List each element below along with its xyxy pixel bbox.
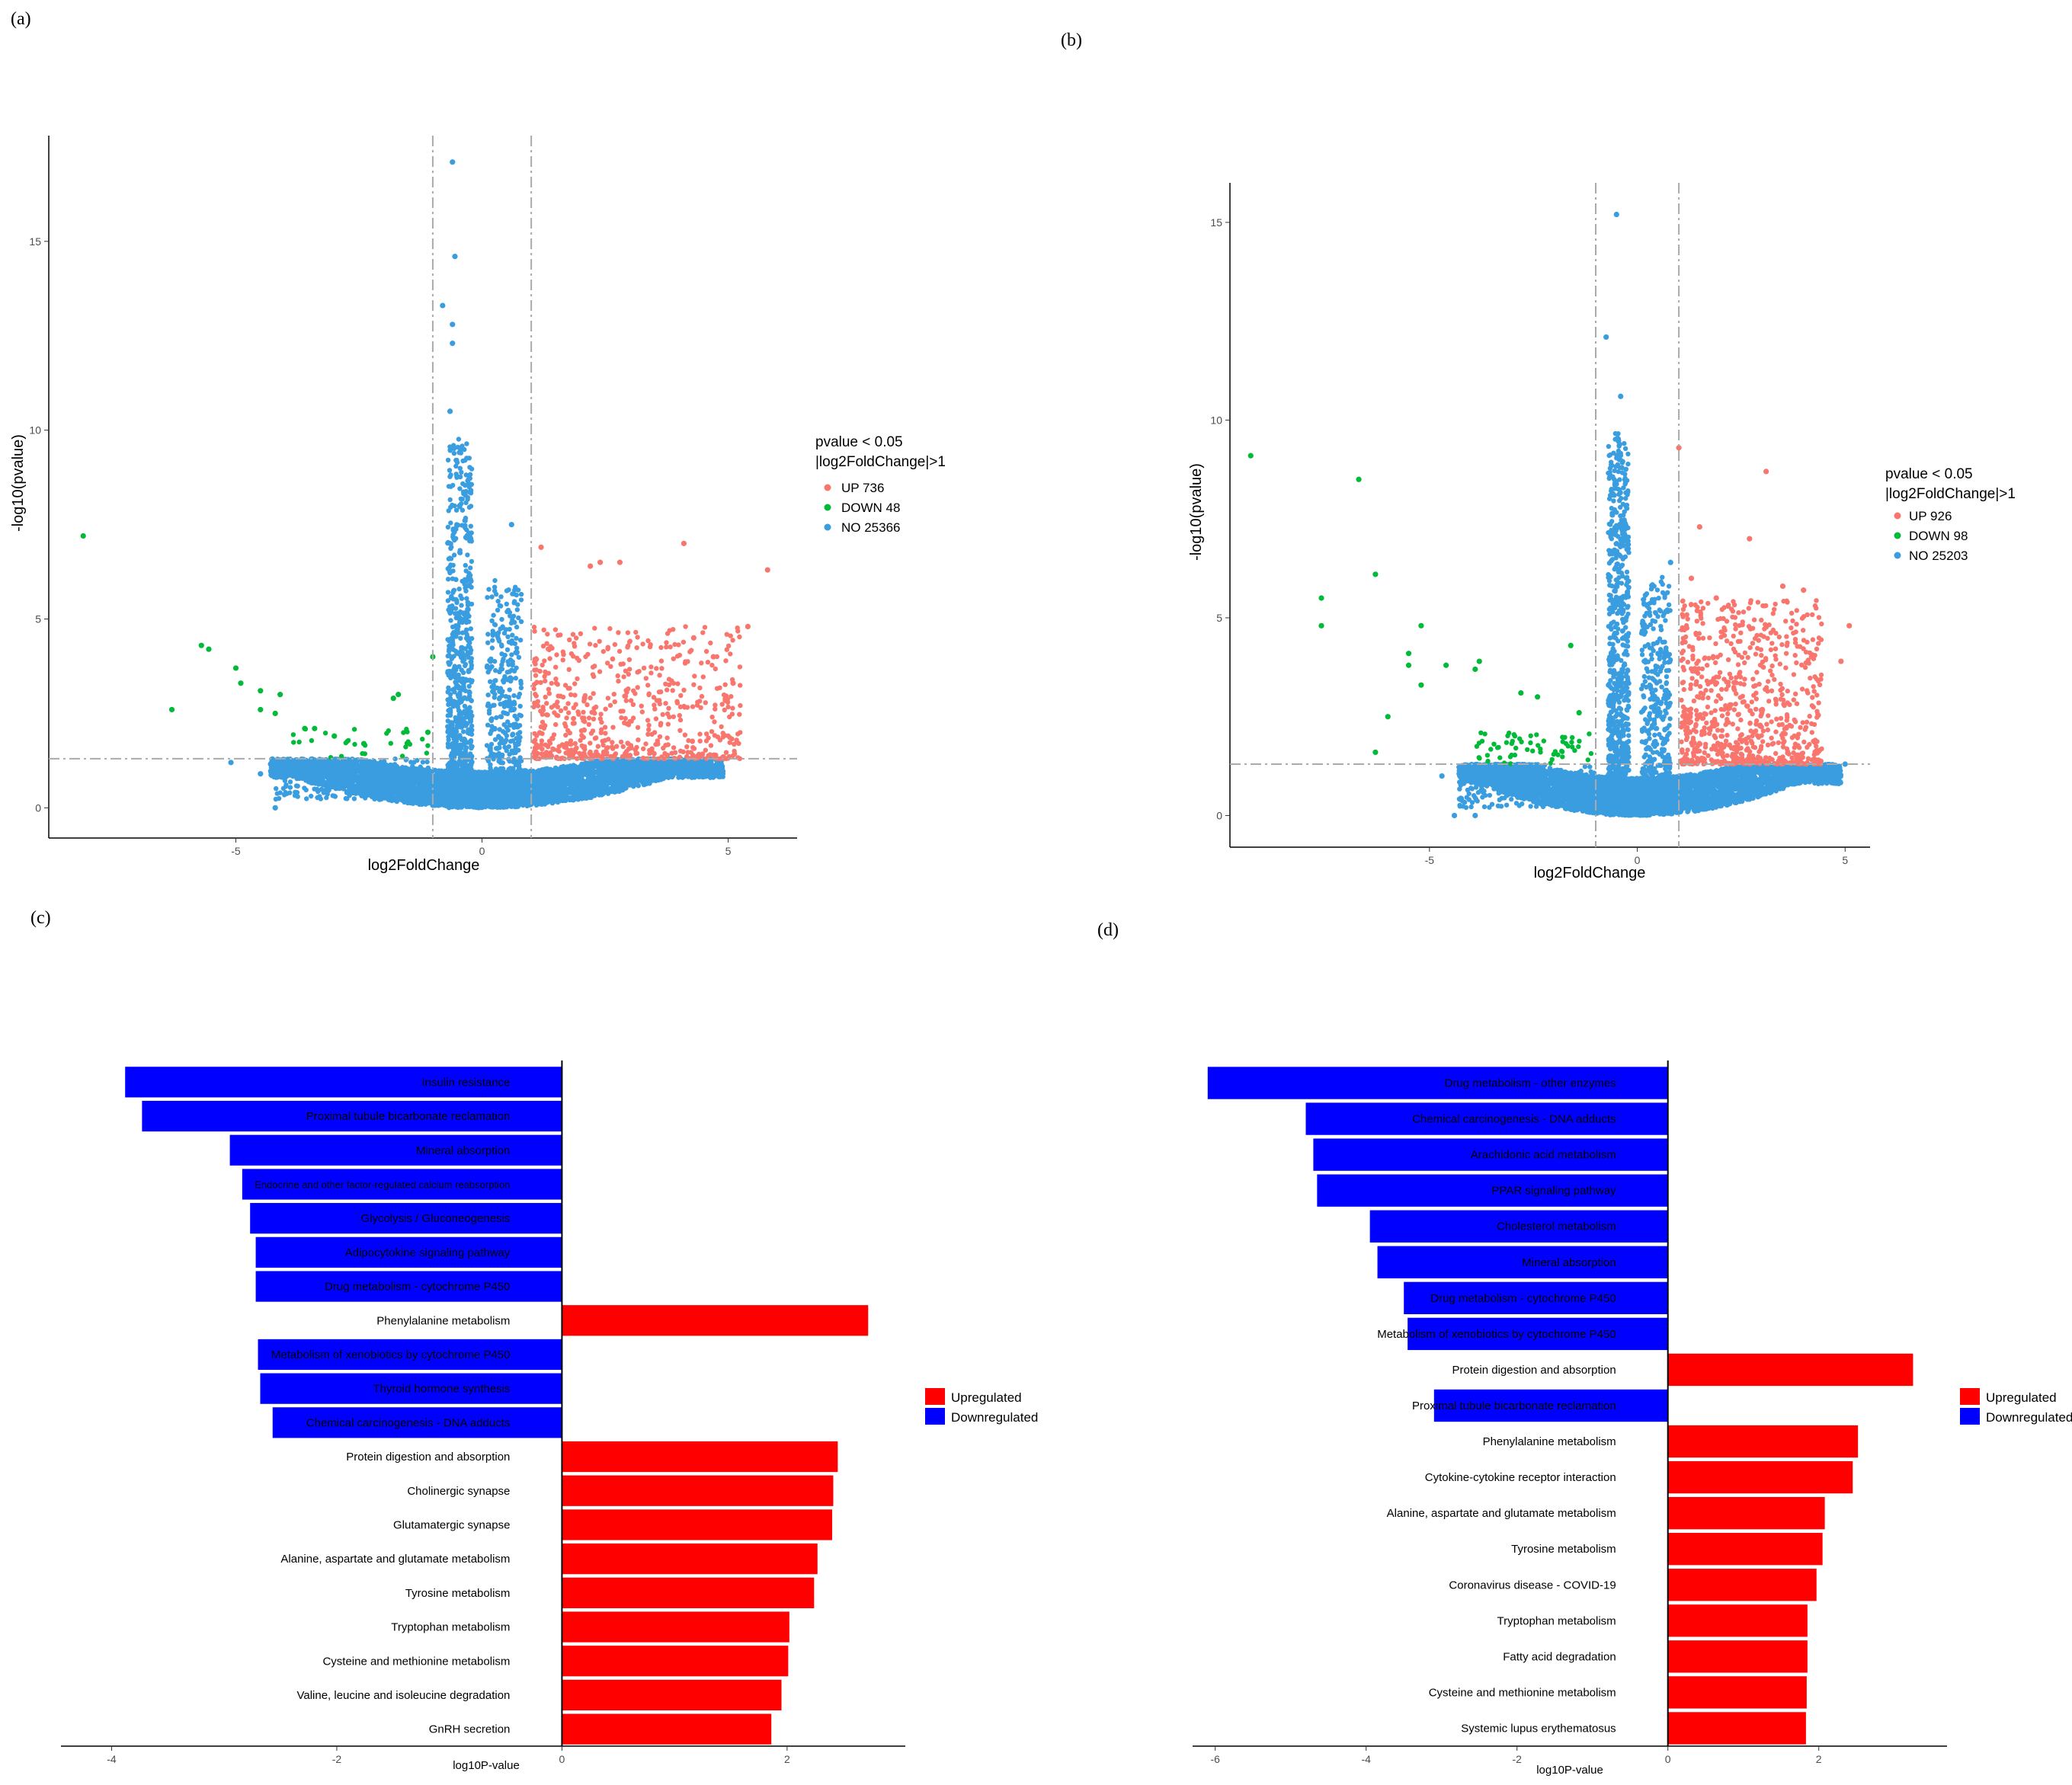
point-no xyxy=(593,780,598,785)
panel-letter-c: (c) xyxy=(30,908,51,928)
point-no xyxy=(546,770,552,776)
legend-title-line-2: |log2FoldChange|>1 xyxy=(815,454,946,470)
x-axis-title: log2FoldChange xyxy=(368,857,480,874)
point-no xyxy=(571,798,576,803)
point-no xyxy=(582,792,588,798)
point-no xyxy=(479,805,484,811)
point-no xyxy=(631,781,636,786)
point-no xyxy=(578,767,583,773)
data-points xyxy=(80,159,770,811)
point-no xyxy=(626,766,632,771)
y-tick-label: 15 xyxy=(29,235,41,248)
panel-letter-b: (b) xyxy=(1061,30,1082,50)
legend-title-line-1: pvalue < 0.05 xyxy=(815,434,903,450)
point-no xyxy=(597,776,603,782)
point-no xyxy=(533,798,539,804)
point-no xyxy=(416,784,421,790)
point-no xyxy=(587,795,592,801)
point-no xyxy=(418,798,424,804)
panel-letter-d: (d) xyxy=(1097,920,1119,940)
volcano-plot-a: log2FoldChange -log10(pvalue) pvalue < 0… xyxy=(10,136,946,874)
point-no xyxy=(568,769,574,774)
point-no xyxy=(712,763,717,769)
point-no xyxy=(587,772,593,777)
point-no xyxy=(658,763,664,768)
x-tick-label: 5 xyxy=(725,845,732,857)
y-tick-label: 10 xyxy=(29,424,41,437)
point-no xyxy=(551,773,556,778)
legend-entry-down: DOWN 48 xyxy=(841,501,900,515)
y-tick-label: 0 xyxy=(35,801,41,814)
point-no xyxy=(576,789,581,795)
point-no xyxy=(553,768,559,773)
point-no xyxy=(697,774,702,779)
point-no xyxy=(560,764,565,769)
legend-entry-no: NO 25366 xyxy=(841,520,901,535)
legend-entry-up: UP 736 xyxy=(841,481,884,495)
point-no xyxy=(600,791,606,797)
panel-letter-a: (a) xyxy=(11,9,31,29)
point-no xyxy=(603,764,609,769)
point-no xyxy=(410,799,415,805)
point-no xyxy=(691,768,697,774)
y-axis-title: -log10(pvalue) xyxy=(10,434,27,532)
x-tick-label: -5 xyxy=(231,845,241,857)
point-no xyxy=(550,795,556,801)
point-no xyxy=(579,796,584,801)
point-no xyxy=(608,769,613,775)
point-no xyxy=(608,785,613,792)
point-no xyxy=(425,801,431,806)
y-tick-label: 5 xyxy=(35,613,41,625)
point-no xyxy=(536,774,541,780)
x-tick-label: 0 xyxy=(479,845,485,857)
